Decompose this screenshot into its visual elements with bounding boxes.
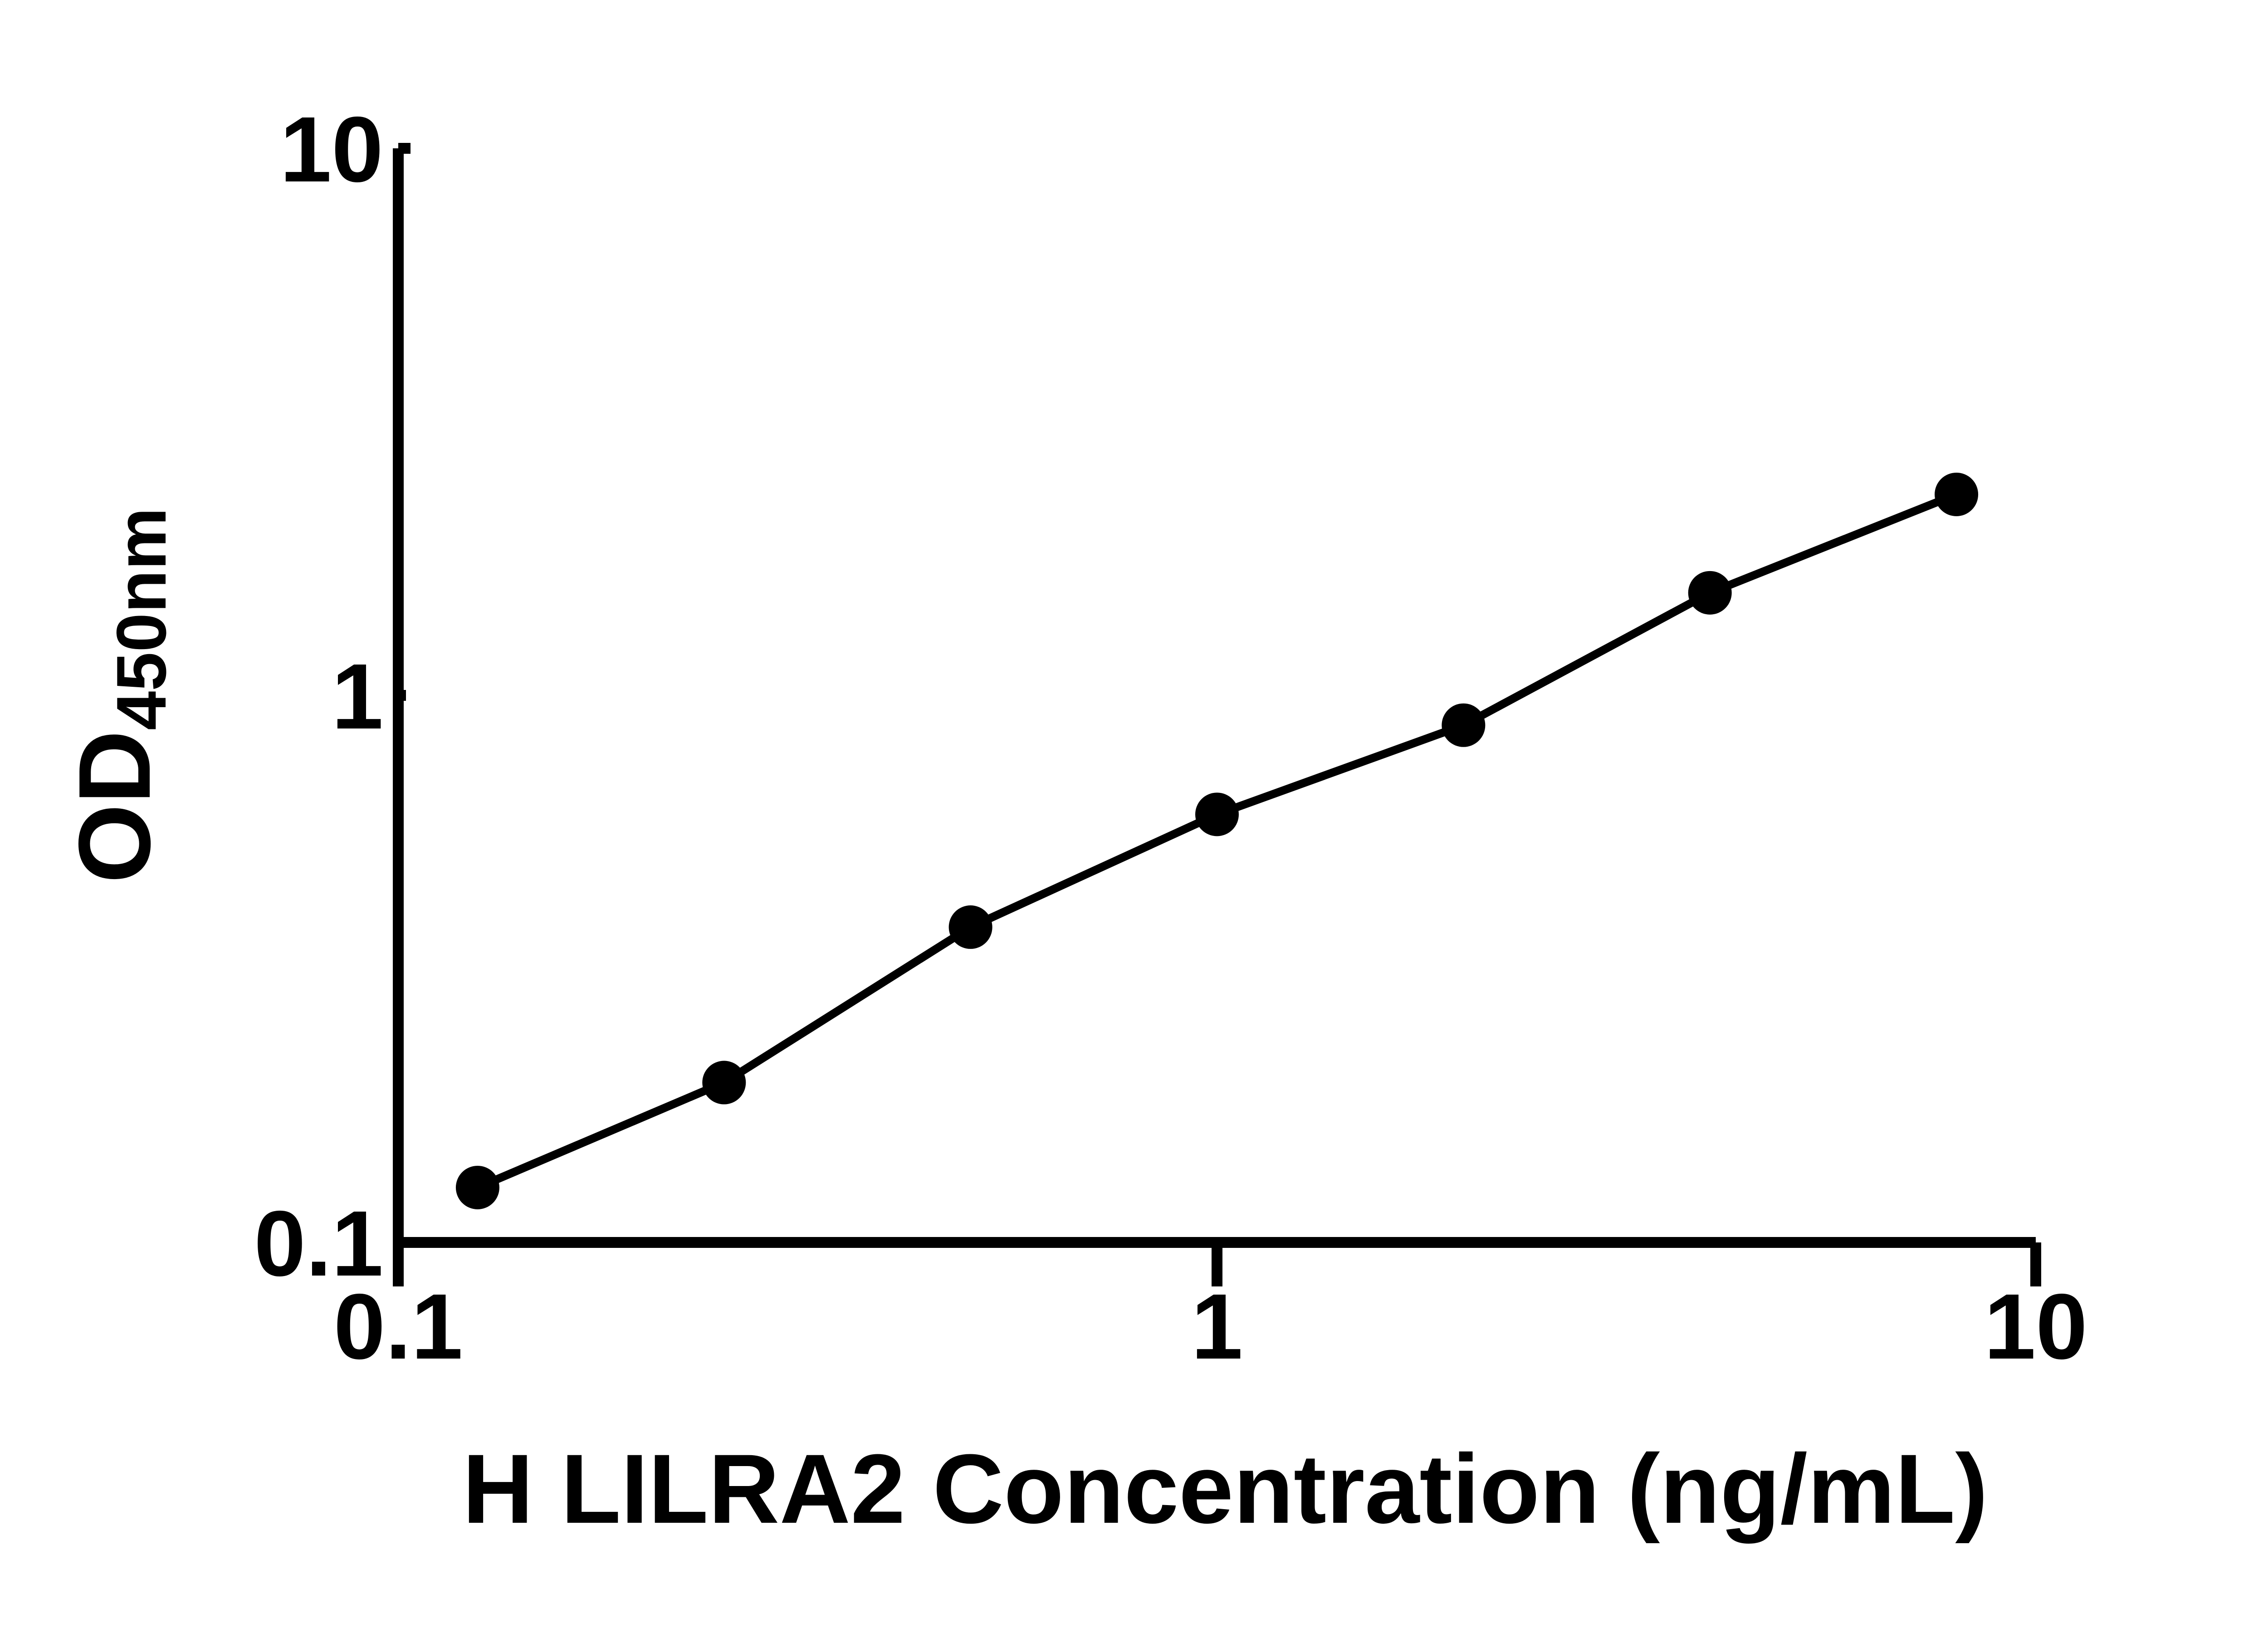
svg-text:1: 1 [332,645,383,748]
svg-text:0.1: 0.1 [334,1275,463,1379]
svg-text:10: 10 [1984,1275,2087,1379]
svg-text:1: 1 [1191,1275,1243,1379]
svg-text:H LILRA2 Concentration (ng/mL): H LILRA2 Concentration (ng/mL) [462,1434,1988,1544]
svg-text:10: 10 [280,98,383,201]
